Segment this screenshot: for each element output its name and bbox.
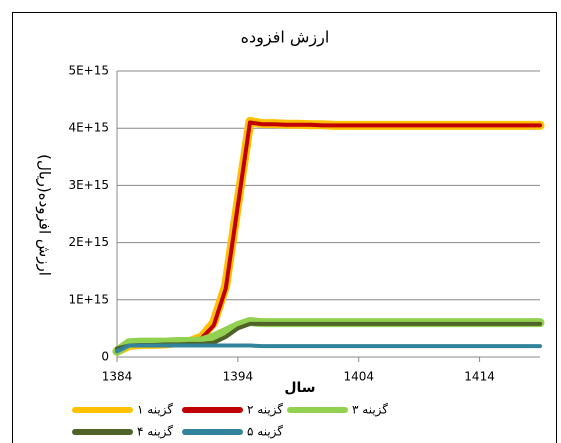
x-tick-label: 1394 <box>223 370 254 384</box>
y-tick-label: 0 <box>101 350 109 364</box>
legend-label: گزینه ۴ <box>137 425 173 440</box>
y-tick-label: 1E+15 <box>68 292 109 306</box>
y-tick-label: 4E+15 <box>68 121 109 135</box>
legend-label: گزینه ۵ <box>247 425 283 440</box>
y-axis-label: ارزش افزوده(ریال) <box>36 154 54 276</box>
legend-label: گزینه ۳ <box>352 403 388 418</box>
y-tick-label: 2E+15 <box>68 235 109 249</box>
chart-title: ارزش افزوده <box>241 28 330 48</box>
y-tick-label: 3E+15 <box>68 178 109 192</box>
series-line <box>115 343 542 354</box>
legend-label: گزینه ۱ <box>137 403 173 418</box>
chart-frame <box>12 12 557 443</box>
x-tick-label: 1384 <box>102 370 133 384</box>
x-tick-label: 1414 <box>464 370 495 384</box>
legend-label: گزینه ۲ <box>247 403 283 418</box>
x-tick-label: 1404 <box>343 370 374 384</box>
y-tick-label: 5E+15 <box>68 64 109 78</box>
x-axis-label: سال <box>284 380 315 396</box>
